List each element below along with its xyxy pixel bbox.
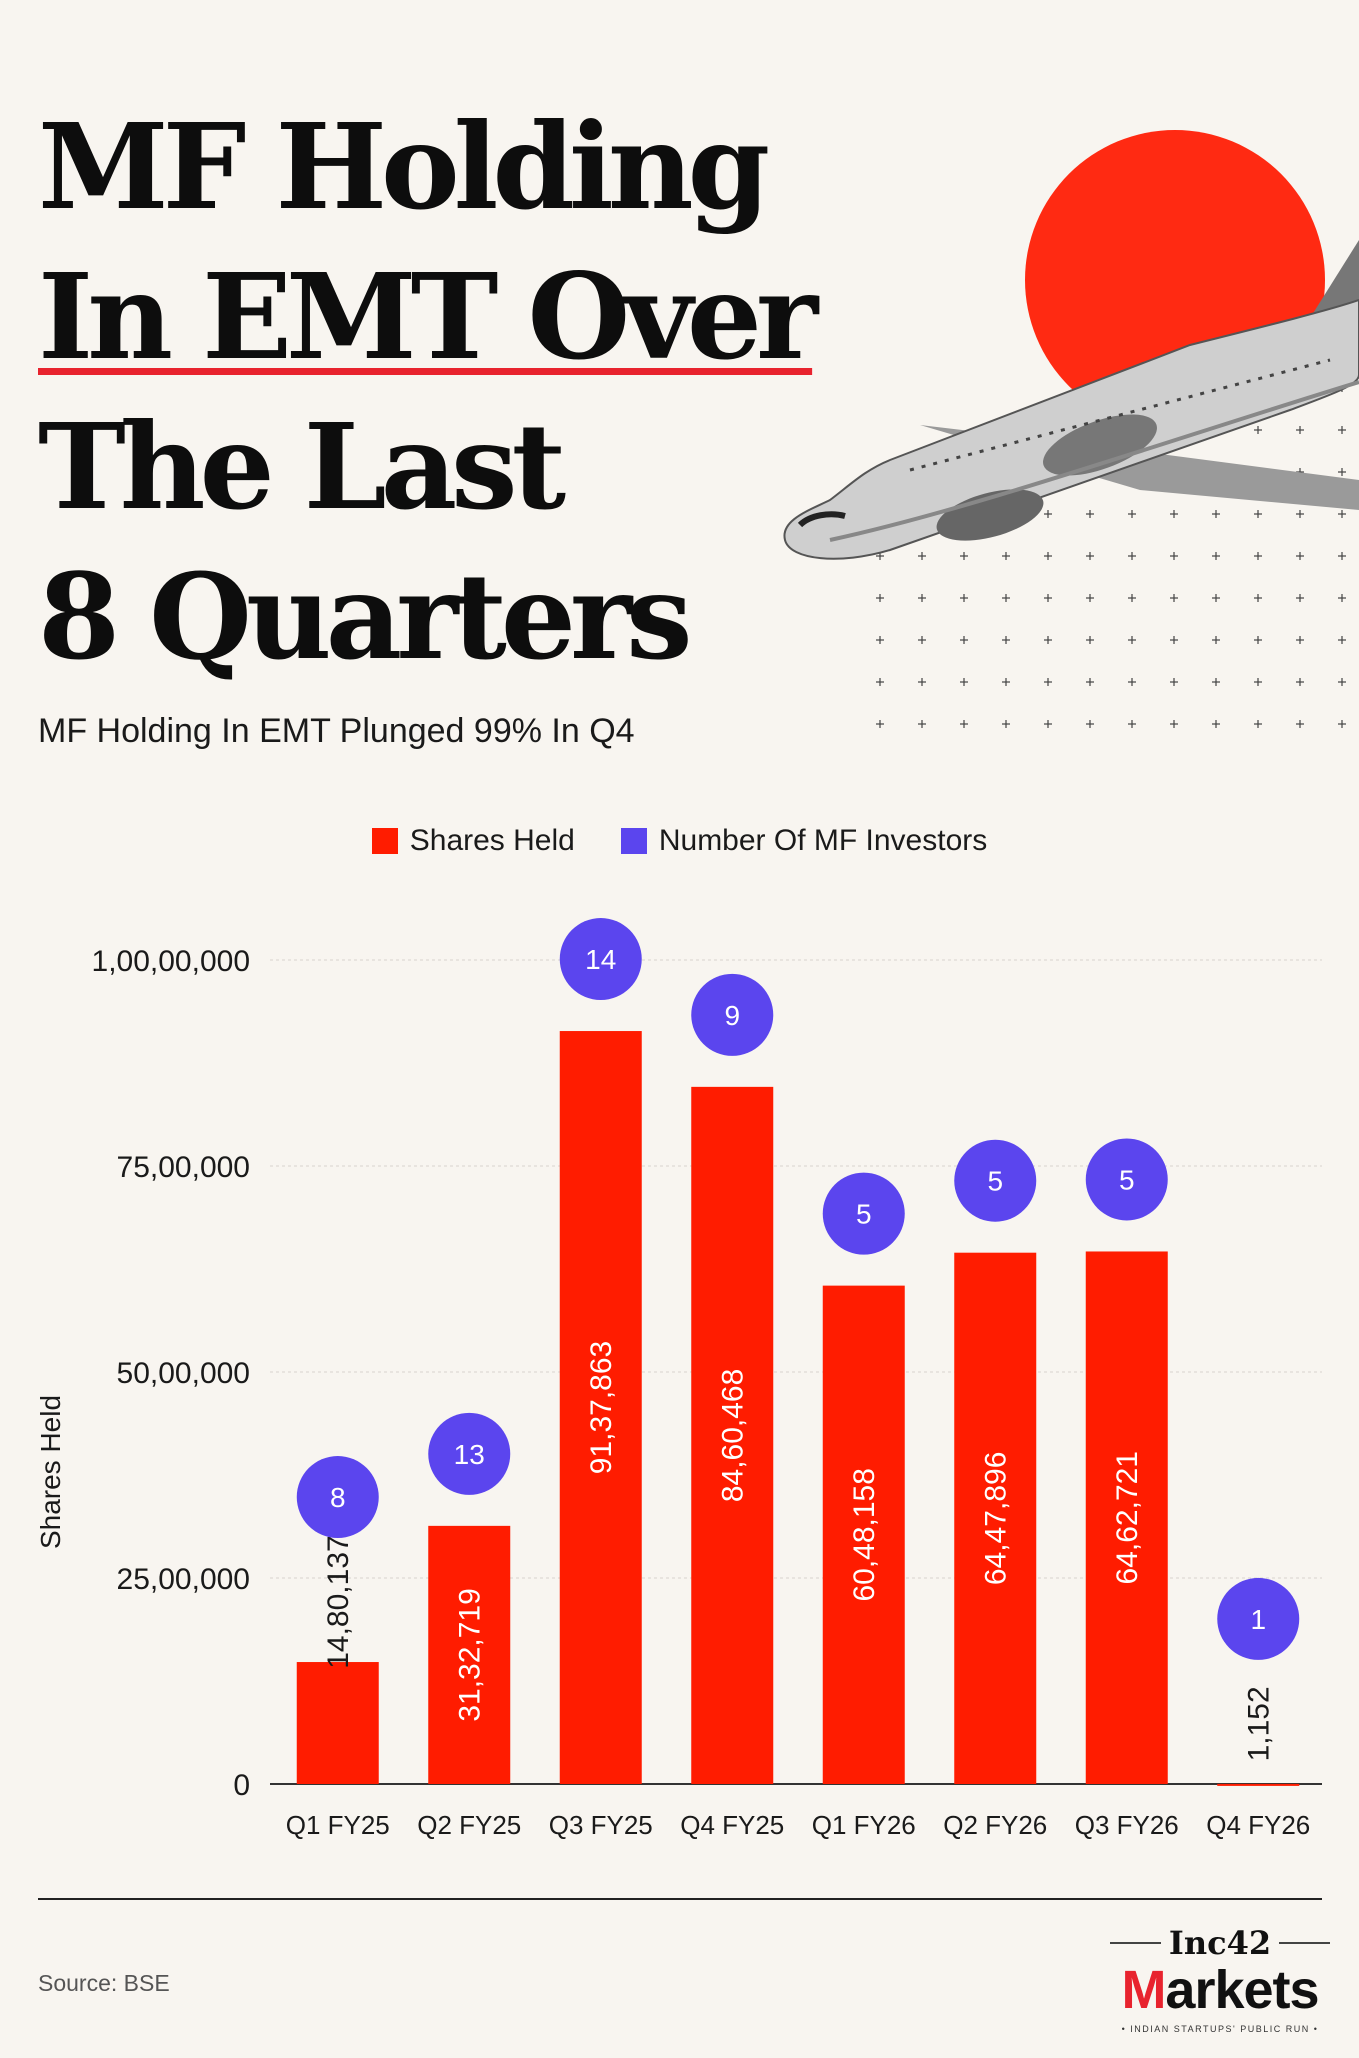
bar-value-label: 1,152 (1242, 1686, 1275, 1761)
investor-count-bubble (954, 1139, 1037, 1222)
investor-count-bubble (428, 1412, 511, 1495)
x-tick-label: Q3 FY26 (1075, 1810, 1179, 1840)
bar-value-label: 91,37,863 (585, 1341, 618, 1474)
bar-shares-held (559, 1031, 642, 1784)
x-tick-label: Q4 FY25 (680, 1810, 784, 1840)
x-tick-label: Q3 FY25 (549, 1810, 653, 1840)
x-tick-label: Q1 FY26 (812, 1810, 916, 1840)
investor-count-label: 1 (1250, 1604, 1266, 1635)
page-title: MF Holding In EMT Over The Last 8 Quarte… (38, 92, 818, 692)
inc42-markets-logo: Inc42 Markets • INDIAN STARTUPS' PUBLIC … (1110, 1924, 1330, 2034)
investor-count-bubble (1085, 1138, 1168, 1221)
y-tick-label: 25,00,000 (117, 1563, 250, 1596)
legend-swatch-shares (371, 828, 398, 854)
y-axis-label: Shares Held (35, 1395, 66, 1549)
investor-count-label: 14 (585, 944, 616, 975)
bar-value-label: 14,80,137 (322, 1535, 355, 1668)
bar-value-label: 84,60,468 (716, 1369, 749, 1502)
title-line-3: The Last (38, 397, 566, 536)
bar-value-label: 64,47,896 (979, 1452, 1012, 1585)
bar-shares-held (691, 1086, 774, 1784)
investor-count-label: 5 (1119, 1164, 1135, 1195)
investor-count-bubble (691, 973, 774, 1056)
chart-legend: Shares Held Number Of MF Investors (0, 824, 1359, 858)
bar-shares-held (428, 1525, 511, 1784)
bar-value-label: 64,62,721 (1111, 1451, 1144, 1584)
bar-shares-held (822, 1285, 905, 1784)
bar-chart: 0 25,00,000 50,00,000 75,00,000 1,00,00,000 S… (35, 918, 1322, 1840)
y-tick-label: 50,00,000 (117, 1357, 250, 1390)
legend-item-shares-held: Shares Held (371, 824, 575, 858)
bar-value-label: 60,48,158 (848, 1468, 881, 1601)
x-tick-label: Q2 FY25 (417, 1810, 521, 1840)
y-tick-label: 1,00,00,000 (92, 945, 250, 978)
airplane-illustration (783, 130, 1359, 728)
investor-count-label: 5 (856, 1199, 872, 1230)
source-note: Source: BSE (38, 1970, 170, 1996)
logo-tagline: • INDIAN STARTUPS' PUBLIC RUN • (1121, 2024, 1319, 2034)
y-tick-label: 75,00,000 (117, 1151, 250, 1184)
bar-value-label: 31,32,719 (453, 1588, 486, 1721)
bar-shares-held (954, 1252, 1037, 1784)
legend-item-investors: Number Of MF Investors (620, 824, 988, 858)
investor-count-label: 13 (454, 1439, 485, 1470)
investor-count-label: 5 (987, 1166, 1003, 1197)
title-line-2: In EMT Over (38, 247, 818, 386)
legend-label-shares: Shares Held (409, 824, 575, 857)
y-tick-label: 0 (233, 1769, 250, 1802)
bar-shares-held (1085, 1251, 1168, 1784)
legend-label-investors: Number Of MF Investors (658, 824, 988, 857)
footer-divider (38, 1898, 1322, 1900)
logo-inc42-text: Inc42 (1168, 1924, 1272, 1962)
x-tick-label: Q2 FY26 (943, 1810, 1047, 1840)
bar-shares-held (1217, 1783, 1300, 1786)
x-tick-label: Q4 FY26 (1206, 1810, 1310, 1840)
airplane-icon (783, 240, 1359, 560)
investor-count-bubble (296, 1456, 379, 1539)
subtitle: MF Holding In EMT Plunged 99% In Q4 (38, 712, 635, 750)
x-tick-label: Q1 FY25 (286, 1810, 390, 1840)
investor-count-bubble (822, 1172, 905, 1255)
investor-count-label: 8 (330, 1482, 346, 1513)
title-line-1: MF Holding (38, 97, 770, 236)
logo-markets-text: Markets (1121, 1960, 1319, 2020)
investor-count-label: 9 (724, 1000, 740, 1031)
investor-count-bubble (1217, 1577, 1300, 1660)
bar-shares-held (296, 1662, 379, 1784)
legend-swatch-investors (620, 828, 647, 854)
title-line-4: 8 Quarters (38, 547, 693, 686)
investor-count-bubble (559, 918, 642, 1001)
